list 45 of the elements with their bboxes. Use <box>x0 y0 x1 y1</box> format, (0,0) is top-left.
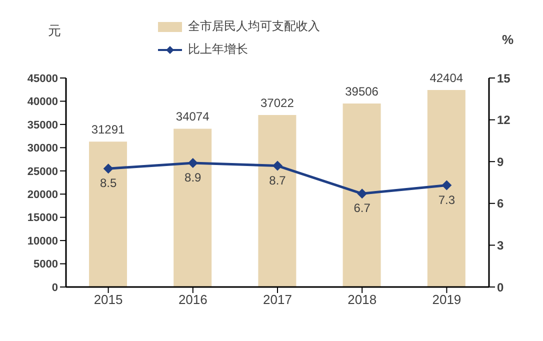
y2-tick-label: 12 <box>497 113 511 128</box>
point <box>188 158 198 168</box>
data-label: 7.3 <box>438 192 456 207</box>
point <box>272 160 282 171</box>
data-label: 34074 <box>176 110 210 124</box>
legend-label: 比上年增长 <box>188 41 248 58</box>
point <box>103 164 114 174</box>
y-tick-label: 15000 <box>27 212 58 224</box>
y-tick-label: 25000 <box>27 166 58 178</box>
data-label: 8.7 <box>269 173 286 188</box>
y2-tick-label: 3 <box>497 238 504 252</box>
x-tick-label: 2018 <box>348 292 377 308</box>
x-tick-label: 2015 <box>94 292 123 308</box>
y2-tick-label: 9 <box>497 154 504 169</box>
y-axis-title: 元 <box>48 22 61 40</box>
data-label: 39506 <box>345 84 379 99</box>
data-label: 8.5 <box>100 176 117 190</box>
y2-axis-title: % <box>502 32 514 47</box>
bar <box>342 104 381 287</box>
data-label: 37022 <box>260 96 294 110</box>
y-tick-label: 20000 <box>27 189 58 202</box>
bar <box>89 142 127 287</box>
bar <box>427 90 466 287</box>
y-tick-label: 30000 <box>27 142 58 155</box>
x-tick-label: 2016 <box>178 292 208 308</box>
data-label: 6.7 <box>354 201 371 216</box>
y-tick-label: 45000 <box>27 72 58 85</box>
y2-tick-label: 6 <box>497 196 504 211</box>
legend-label: 全市居民人均可支配收入 <box>188 18 320 35</box>
data-label: 42404 <box>430 71 464 86</box>
point <box>357 188 368 199</box>
x-tick-label: 2019 <box>432 292 462 308</box>
x-tick-label: 2017 <box>263 292 292 308</box>
bar <box>174 128 212 287</box>
y-tick-label: 10000 <box>27 235 58 248</box>
data-label: 31291 <box>91 122 126 137</box>
data-label: 8.9 <box>184 170 202 185</box>
point <box>442 180 452 190</box>
y-tick-label: 35000 <box>27 119 58 132</box>
y-tick-label: 0 <box>52 282 58 294</box>
y2-tick-label: 0 <box>497 280 504 294</box>
y-tick-label: 5000 <box>34 258 58 271</box>
bar <box>258 115 296 287</box>
y-tick-label: 40000 <box>27 96 58 108</box>
y2-tick-label: 15 <box>497 71 511 86</box>
